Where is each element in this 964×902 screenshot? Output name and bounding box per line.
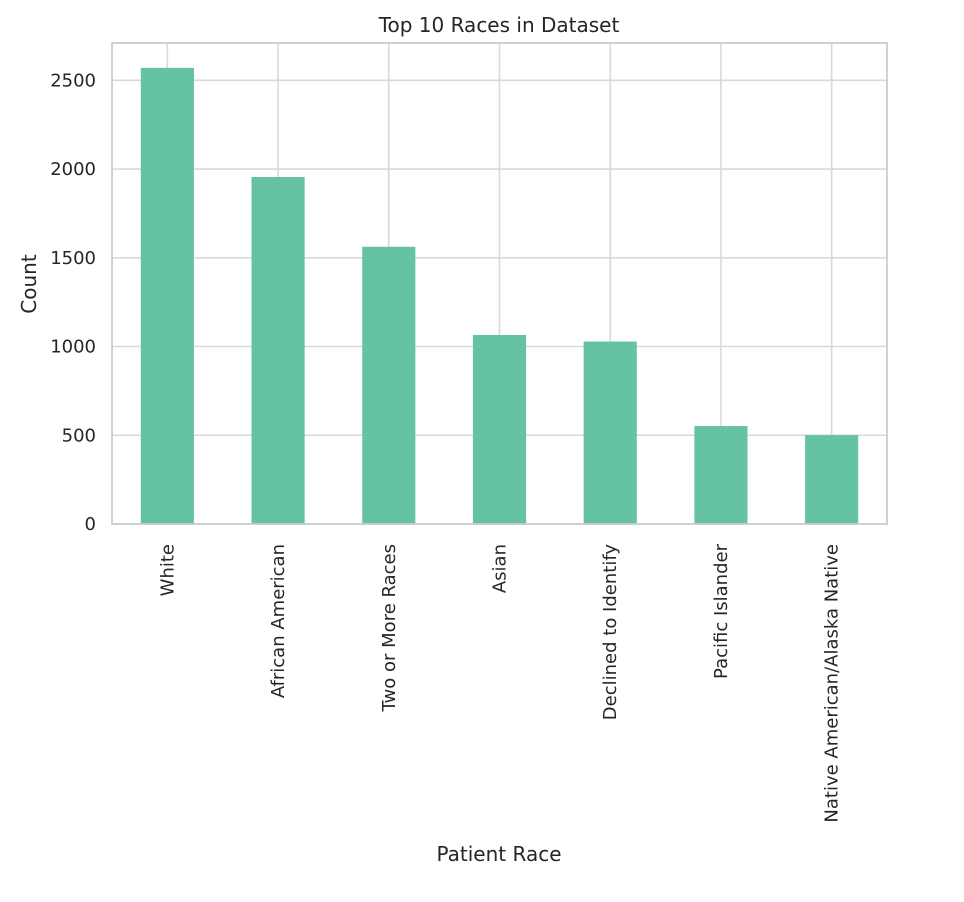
x-tick-label: Declined to Identify (600, 544, 621, 721)
x-tick-labels: White African American Two or More Races As… (157, 543, 842, 822)
y-tick-label: 2000 (50, 159, 96, 180)
bar (805, 435, 859, 524)
plot-frame (111, 42, 888, 525)
bar (140, 67, 194, 525)
bars (140, 67, 859, 525)
y-axis-label: Count (17, 254, 41, 314)
x-tick-label: White (157, 544, 178, 596)
bar (694, 426, 748, 524)
y-tick-label: 2500 (50, 70, 96, 91)
x-tick-label: Native American/Alaska Native (822, 544, 843, 823)
x-tick-label: African American (268, 544, 289, 698)
bar (251, 177, 305, 524)
bar (583, 341, 637, 524)
x-tick-label: Asian (490, 544, 511, 593)
y-tick-label: 1000 (50, 337, 96, 358)
y-tick-label: 1500 (50, 248, 96, 269)
x-axis-label: Patient Race (436, 842, 561, 866)
y-tick-label: 500 (62, 425, 96, 446)
chart-title: Top 10 Races in Dataset (378, 13, 620, 37)
y-tick-label: 0 (85, 514, 96, 535)
x-tick-label: Pacific Islander (711, 543, 732, 679)
bar (472, 334, 527, 524)
y-tick-labels: 0 500 1000 1500 2000 2500 (50, 70, 96, 535)
bar (362, 246, 416, 525)
x-tick-label: Two or More Races (379, 544, 400, 712)
